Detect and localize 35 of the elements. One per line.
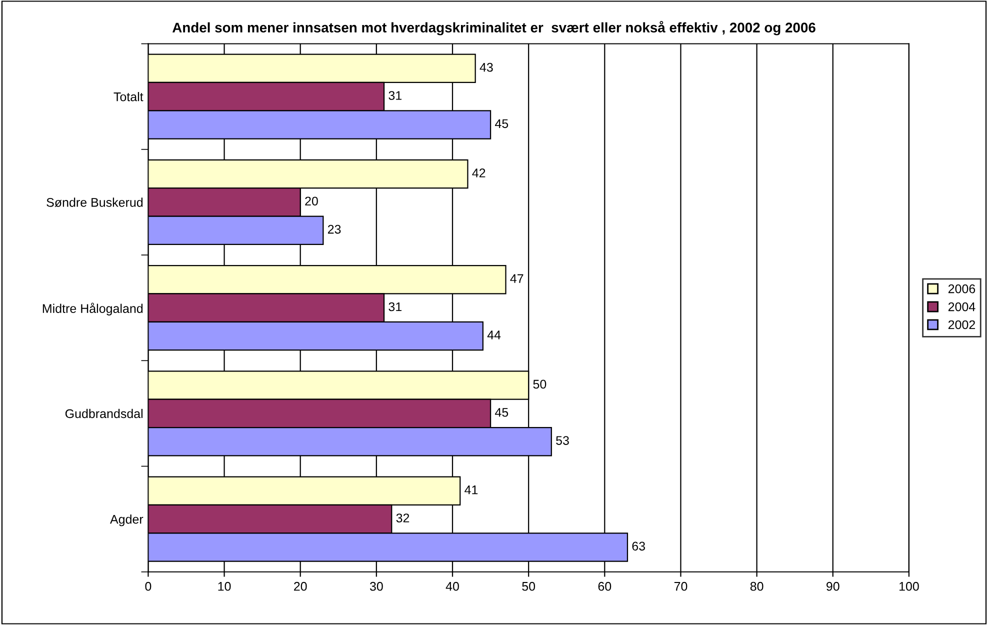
data-label: 50	[533, 380, 546, 389]
x-tick-label: 0	[145, 582, 152, 591]
data-label: 44	[487, 330, 501, 340]
chart-title: Andel som mener innsatsen mot hverdagskriminalitet er svært eller nokså effektiv , 2002 og 2006	[172, 20, 816, 36]
x-tick-label: 90	[826, 582, 840, 591]
data-label: 43	[480, 62, 493, 72]
data-label: 41	[464, 486, 478, 494]
x-tick-label: 60	[598, 582, 612, 591]
data-label: 45	[494, 119, 508, 128]
y-tick-label: Totalt	[114, 92, 144, 102]
x-tick-label: 40	[446, 582, 459, 591]
data-label: 45	[494, 408, 508, 417]
y-tick-label: Gudbrandsdal	[65, 408, 143, 418]
x-tick-label: 20	[294, 582, 307, 591]
data-label: 63	[632, 542, 645, 551]
x-tick-label: 50	[522, 582, 536, 591]
x-tick-label: 70	[674, 582, 688, 591]
data-label: 31	[388, 302, 402, 312]
x-tick-label: 10	[218, 582, 231, 591]
legend-label: 2002	[948, 320, 975, 330]
data-label: 47	[510, 274, 524, 283]
y-tick-label: Agder	[110, 514, 144, 526]
data-label: 32	[396, 514, 410, 522]
x-tick-label: 30	[370, 582, 383, 591]
data-label: 42	[472, 168, 486, 178]
y-tick-label: Midtre Hålogaland	[42, 302, 143, 316]
data-label: 20	[305, 196, 318, 206]
legend-label: 2004	[948, 302, 976, 312]
x-tick-label: 100	[899, 582, 919, 591]
data-label: 31	[388, 91, 402, 100]
legend-label: 2006	[948, 284, 976, 294]
data-label: 23	[328, 224, 341, 234]
y-tick-label: Søndre Buskerud	[46, 198, 143, 207]
x-tick-label: 80	[750, 582, 764, 591]
data-label: 53	[556, 436, 569, 445]
